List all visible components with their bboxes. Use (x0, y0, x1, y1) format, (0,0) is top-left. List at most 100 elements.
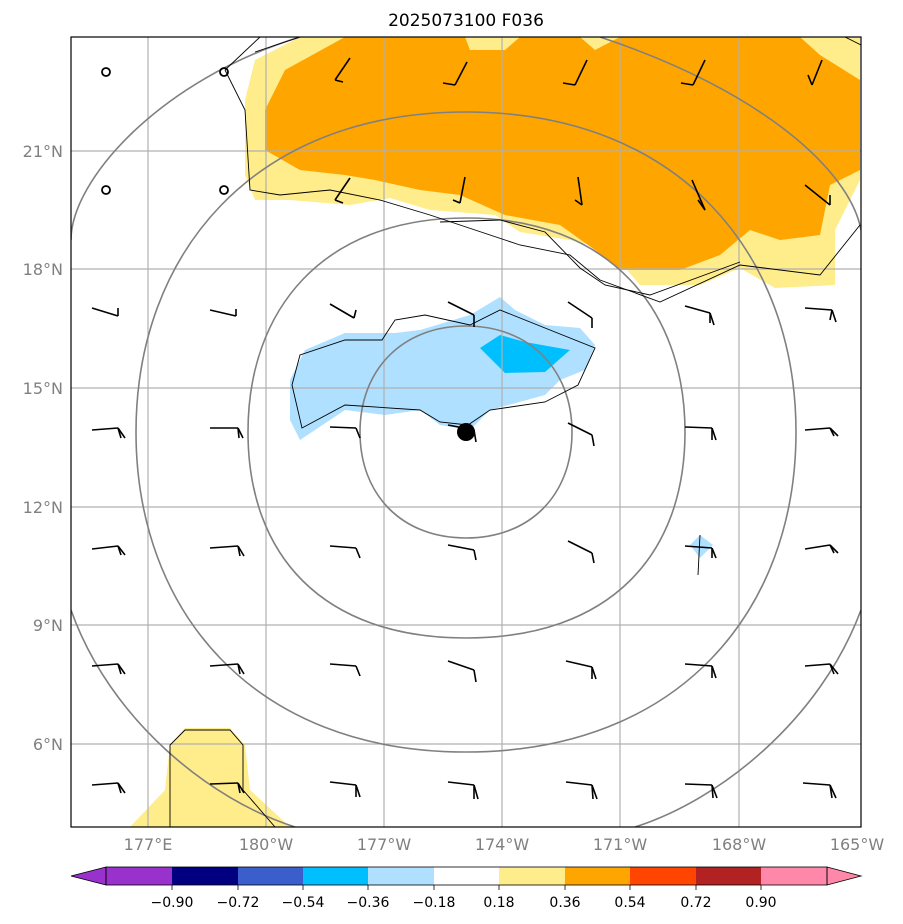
gridlines (71, 37, 861, 827)
wind-barb (329, 663, 361, 677)
colorbar-segment (434, 867, 499, 885)
wind-barb (447, 781, 479, 800)
wind-barb (565, 781, 598, 800)
colorbar-segment (565, 867, 630, 885)
lon-label: 174°W (475, 835, 530, 854)
colorbar-segment (696, 867, 761, 885)
wind-barb (567, 422, 595, 447)
wind-barb (91, 427, 126, 439)
colorbar-label: −0.18 (413, 895, 456, 911)
colorbar-segment (630, 867, 696, 885)
colorbar-label: 0.54 (614, 895, 645, 911)
wind-barb (334, 57, 351, 83)
colorbar-segment (368, 867, 434, 885)
plot-frame (70, 36, 862, 828)
wind-barb (565, 660, 597, 680)
colorbar-segment (238, 867, 303, 885)
wind-barb (442, 61, 468, 86)
wind-barb (567, 540, 595, 564)
wind-barbs (91, 57, 839, 800)
lat-label: 9°N (33, 616, 63, 635)
lon-label: 177°W (357, 835, 412, 854)
map-area (71, 37, 861, 827)
wind-barb (684, 305, 715, 326)
colorbar-label: 0.36 (549, 895, 580, 911)
wind-barb (684, 783, 718, 799)
wind-barb (91, 307, 119, 317)
calm-wind-marker (101, 67, 111, 77)
wind-barb (447, 660, 477, 683)
wind-barb (329, 303, 357, 319)
plot-title: 2025073100 F036 (388, 11, 544, 31)
wind-barb (452, 176, 466, 204)
colorbar-label: −0.36 (347, 895, 390, 911)
wind-barb (684, 545, 717, 559)
wind-barb (684, 663, 717, 679)
wind-barb (574, 176, 583, 206)
colorbar-extend-negative (70, 866, 107, 886)
colorbar-label: −0.54 (282, 895, 325, 911)
distance-rings (71, 37, 861, 827)
wind-barb (91, 545, 126, 556)
lon-label: 171°W (593, 835, 648, 854)
colorbar-label: 0.90 (745, 895, 776, 911)
colorbar-segment (172, 867, 238, 885)
wind-barb (804, 544, 839, 554)
wind-barb (680, 59, 706, 86)
lon-label: 165°W (830, 835, 885, 854)
distance-ring-3 (135, 111, 797, 753)
lon-label: 177°E (124, 835, 173, 854)
wind-barb (804, 184, 831, 206)
distance-ring-4 (71, 37, 301, 241)
lon-label: 168°W (712, 835, 767, 854)
wind-barb (91, 663, 126, 675)
colorbar-label: −0.72 (217, 895, 260, 911)
wind-barb (210, 427, 244, 439)
wind-barb (209, 782, 245, 794)
lon-label: 180°W (239, 835, 294, 854)
latitude-labels: 21°N 18°N 15°N 12°N 9°N 6°N (23, 142, 63, 754)
colorbar-label: −0.90 (151, 895, 194, 911)
lat-label: 12°N (23, 498, 63, 517)
wind-barb (329, 545, 361, 559)
wind-barb (209, 309, 237, 317)
wind-barb (209, 545, 245, 557)
wind-barb (447, 301, 475, 327)
distance-ring-2 (247, 217, 686, 639)
colorbar-segment (499, 867, 565, 885)
wind-barb (807, 59, 823, 86)
wind-barb (447, 544, 477, 561)
wind-barb (802, 782, 837, 799)
distance-ring-4d (634, 609, 861, 827)
wind-barb (804, 427, 839, 437)
colorbar-segment (303, 867, 368, 885)
wind-barb (562, 59, 588, 86)
wind-barb (329, 781, 361, 798)
colorbar: −0.90 −0.72 −0.54 −0.36 −0.18 0.18 0.36 … (70, 866, 863, 911)
colorbar-segment (761, 867, 827, 885)
wind-barb (329, 426, 361, 439)
wind-barb (804, 307, 837, 323)
positive-anomaly-orange-region (265, 37, 860, 270)
calm-wind-marker (101, 185, 111, 195)
colorbar-extend-positive (826, 866, 863, 886)
wind-barb (209, 663, 245, 675)
calm-wind-marker (219, 185, 229, 195)
colorbar-segment (106, 867, 172, 885)
distance-ring-4c (599, 37, 861, 231)
colorbar-label: 0.72 (680, 895, 711, 911)
longitude-labels: 177°E 180°W 177°W 174°W 171°W 168°W 165°… (124, 835, 885, 854)
wind-barb (804, 663, 839, 675)
wind-barb (91, 782, 126, 794)
distance-ring-4b (71, 609, 296, 827)
storm-center-marker (457, 423, 475, 441)
wind-barb (334, 177, 351, 204)
calm-wind-marker (219, 67, 229, 77)
wind-barb (691, 179, 706, 211)
wind-barb (567, 301, 593, 328)
lat-label: 21°N (23, 142, 63, 161)
distance-ring-1 (359, 325, 573, 539)
colorbar-label: 0.18 (483, 895, 514, 911)
wind-barb (684, 426, 717, 441)
